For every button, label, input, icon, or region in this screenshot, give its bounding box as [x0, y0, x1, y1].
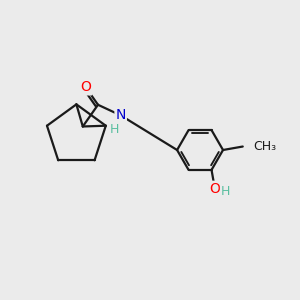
Text: O: O: [80, 80, 91, 94]
Text: CH₃: CH₃: [253, 140, 276, 153]
Text: H: H: [220, 185, 230, 198]
Text: O: O: [209, 182, 220, 196]
Text: N: N: [116, 108, 126, 122]
Text: H: H: [110, 123, 119, 136]
